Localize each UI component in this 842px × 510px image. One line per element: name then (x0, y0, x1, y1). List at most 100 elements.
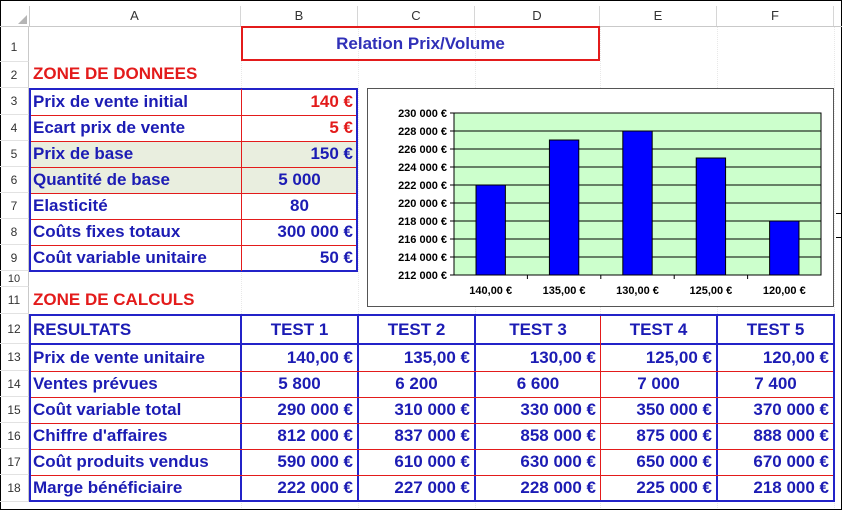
zone-calculs-heading[interactable]: ZONE DE CALCULS (33, 290, 195, 309)
row-header-12[interactable]: 12 (0, 314, 29, 344)
results-cell[interactable]: 350 000 € (636, 400, 712, 419)
results-cell[interactable]: 125,00 € (645, 348, 712, 367)
edge-tick (836, 237, 842, 238)
results-cell[interactable]: 875 000 € (636, 426, 712, 445)
row-header-7[interactable]: 7 (0, 193, 29, 219)
y-tick-label: 222 000 € (398, 180, 447, 192)
results-header-test4[interactable]: TEST 4 (629, 319, 688, 339)
row-header-18[interactable]: 18 (0, 475, 29, 502)
input-label-cout-variable[interactable]: Coût variable unitaire (33, 248, 207, 267)
zone-donnees-heading[interactable]: ZONE DE DONNEES (33, 64, 198, 83)
input-value-cout-variable[interactable]: 50 € (319, 248, 353, 267)
y-tick-label: 220 000 € (398, 198, 447, 210)
results-cell[interactable]: 6 600 (516, 374, 560, 393)
results-cell[interactable]: 670 000 € (753, 452, 829, 471)
input-value-prix-base[interactable]: 150 € (310, 144, 353, 163)
results-header-test2[interactable]: TEST 2 (387, 319, 446, 339)
row-divider (31, 397, 833, 398)
select-all-corner[interactable] (0, 6, 30, 26)
results-col-divider (600, 316, 601, 500)
row-header-6[interactable]: 6 (0, 167, 29, 193)
results-header-label[interactable]: RESULTATS (33, 319, 132, 339)
results-cell[interactable]: 227 000 € (394, 478, 470, 497)
row-divider (31, 219, 356, 220)
bar-chart[interactable]: 212 000 € 214 000 € 216 000 € 218 000 € 220 … (367, 88, 834, 307)
bar (622, 130, 653, 276)
input-value-elasticite[interactable]: 80 (290, 196, 309, 215)
results-col-divider (474, 314, 476, 502)
results-cell[interactable]: 218 000 € (753, 478, 829, 497)
results-cell[interactable]: 7 400 (754, 374, 797, 393)
row-header-13[interactable]: 13 (0, 344, 29, 371)
row-divider (31, 449, 833, 450)
results-row-label[interactable]: Coût variable total (33, 400, 182, 419)
results-cell[interactable]: 290 000 € (277, 400, 353, 419)
results-header-test1[interactable]: TEST 1 (270, 319, 329, 339)
input-label-prix-base[interactable]: Prix de base (33, 144, 134, 163)
input-value-quantite-base[interactable]: 5 000 (278, 170, 321, 189)
column-header-c[interactable]: C (358, 6, 475, 26)
row-header-3[interactable]: 3 (0, 88, 29, 115)
row-header-14[interactable]: 14 (0, 371, 29, 397)
results-cell[interactable]: 858 000 € (520, 426, 596, 445)
input-label-couts-fixes[interactable]: Coûts fixes totaux (33, 222, 181, 241)
input-label-prix-initial[interactable]: Prix de vente initial (33, 92, 188, 111)
row-header-10[interactable]: 10 (0, 271, 29, 287)
row-divider (31, 423, 833, 424)
row-header-2[interactable]: 2 (0, 62, 29, 88)
row-header-1[interactable]: 1 (0, 27, 29, 62)
row-header-11[interactable]: 11 (0, 287, 29, 314)
row-header-17[interactable]: 17 (0, 449, 29, 475)
x-tick-label: 120,00 € (763, 285, 806, 297)
row-header-15[interactable]: 15 (0, 397, 29, 423)
results-cell[interactable]: 7 000 (637, 374, 680, 393)
results-row-label[interactable]: Chiffre d'affaires (33, 426, 168, 445)
bar (695, 157, 727, 276)
row-header-16[interactable]: 16 (0, 423, 29, 449)
row-header-5[interactable]: 5 (0, 141, 29, 167)
results-cell[interactable]: 228 000 € (520, 478, 596, 497)
results-cell[interactable]: 135,00 € (403, 348, 470, 367)
column-header-f[interactable]: F (717, 6, 834, 26)
results-cell[interactable]: 130,00 € (529, 348, 596, 367)
results-row-label[interactable]: Coût produits vendus (33, 452, 209, 471)
input-value-prix-initial[interactable]: 140 € (310, 92, 353, 111)
column-header-e[interactable]: E (600, 6, 717, 26)
results-cell[interactable]: 330 000 € (520, 400, 596, 419)
bar (548, 139, 580, 276)
results-cell[interactable]: 120,00 € (762, 348, 829, 367)
results-cell[interactable]: 837 000 € (394, 426, 470, 445)
input-value-ecart-prix[interactable]: 5 € (329, 118, 353, 137)
input-label-quantite-base[interactable]: Quantité de base (33, 170, 170, 189)
results-cell[interactable]: 610 000 € (394, 452, 470, 471)
input-label-elasticite[interactable]: Elasticité (33, 196, 108, 215)
results-header-test3[interactable]: TEST 3 (509, 319, 567, 339)
column-header-b[interactable]: B (241, 6, 358, 26)
results-row-label[interactable]: Prix de vente unitaire (33, 348, 205, 367)
results-cell[interactable]: 5 800 (278, 374, 321, 393)
results-cell[interactable]: 650 000 € (636, 452, 712, 471)
results-cell[interactable]: 370 000 € (753, 400, 829, 419)
results-cell[interactable]: 222 000 € (277, 478, 353, 497)
row-header-8[interactable]: 8 (0, 219, 29, 245)
row-header-4[interactable]: 4 (0, 115, 29, 141)
results-cell[interactable]: 6 200 (395, 374, 438, 393)
column-header-a[interactable]: A (29, 6, 241, 26)
results-header-test5[interactable]: TEST 5 (746, 319, 805, 339)
results-cell[interactable]: 888 000 € (753, 426, 829, 445)
results-cell[interactable]: 590 000 € (277, 452, 353, 471)
results-cell[interactable]: 140,00 € (286, 348, 353, 367)
sheet-title[interactable]: Relation Prix/Volume (241, 26, 600, 61)
row-header-9[interactable]: 9 (0, 245, 29, 271)
column-header-d[interactable]: D (475, 6, 600, 26)
results-row-label[interactable]: Marge bénéficiaire (33, 478, 183, 497)
results-row-label[interactable]: Ventes prévues (33, 374, 158, 393)
results-cell[interactable]: 310 000 € (394, 400, 470, 419)
y-tick-label: 228 000 € (398, 126, 447, 138)
results-cell[interactable]: 225 000 € (636, 478, 712, 497)
results-cell[interactable]: 630 000 € (520, 452, 596, 471)
results-cell[interactable]: 812 000 € (277, 426, 353, 445)
chart-svg: 212 000 € 214 000 € 216 000 € 218 000 € 220 … (398, 108, 822, 297)
input-value-couts-fixes[interactable]: 300 000 € (277, 222, 353, 241)
input-label-ecart-prix[interactable]: Ecart prix de vente (33, 118, 186, 137)
